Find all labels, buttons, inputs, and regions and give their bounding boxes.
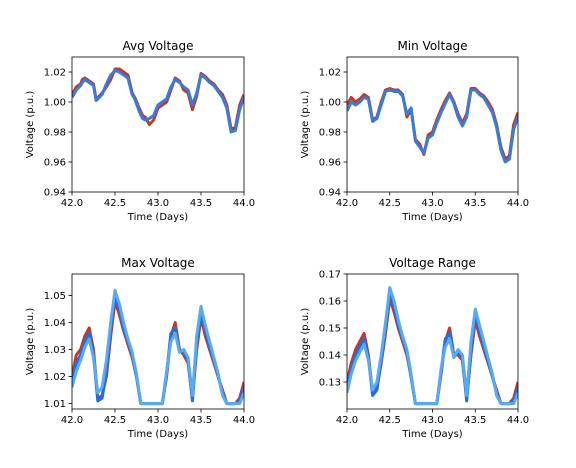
series-line-3	[347, 286, 518, 406]
y-tick-label: 1.02	[319, 68, 341, 79]
x-tick-label: 43.5	[190, 198, 212, 209]
x-tick-label: 43.0	[421, 198, 443, 209]
chart-title: Avg Voltage	[122, 39, 193, 53]
y-tick-label: 0.14	[319, 351, 341, 362]
y-axis-label: Voltage (p.u.)	[25, 308, 36, 376]
x-axis-label: Time (Days)	[401, 212, 463, 223]
y-tick-label: 1.02	[44, 68, 66, 79]
x-tick-label: 44.0	[507, 198, 529, 209]
x-axis-label: Time (Days)	[127, 429, 189, 440]
x-tick-label: 43.0	[421, 415, 443, 426]
x-tick-label: 44.0	[507, 415, 529, 426]
chart-panel-2: 42.0 42.5 43.0 43.5 44.0 0.94 0.96 0.98 1.00 1.02…	[300, 39, 529, 223]
chart-title: Max Voltage	[121, 256, 195, 270]
chart-title: Min Voltage	[397, 39, 467, 53]
chart-panel-3: 42.0 42.5 43.0 43.5 44.0 1.01 1.02 1.03 1.04 1.05…	[25, 256, 255, 440]
y-tick-label: 0.17	[319, 270, 341, 281]
x-tick-label: 43.0	[147, 415, 169, 426]
chart-title: Voltage Range	[389, 256, 476, 270]
x-tick-label: 42.0	[336, 198, 358, 209]
x-tick-label: 44.0	[233, 415, 255, 426]
y-tick-label: 0.98	[319, 128, 341, 139]
y-tick-label: 0.15	[319, 324, 341, 335]
x-tick-label: 42.5	[104, 198, 126, 209]
y-tick-label: 0.94	[44, 188, 66, 199]
x-tick-label: 44.0	[233, 198, 255, 209]
x-tick-label: 42.0	[61, 415, 83, 426]
y-tick-label: 1.00	[44, 98, 66, 109]
x-tick-label: 43.5	[464, 415, 486, 426]
y-tick-label: 0.16	[319, 297, 341, 308]
x-axis-label: Time (Days)	[127, 212, 189, 223]
x-tick-label: 42.0	[336, 415, 358, 426]
y-tick-label: 1.01	[44, 399, 66, 410]
y-tick-label: 0.94	[319, 188, 341, 199]
x-tick-label: 42.5	[379, 415, 401, 426]
series-line-2	[347, 88, 518, 164]
y-tick-label: 0.96	[319, 158, 341, 169]
y-tick-label: 0.13	[319, 378, 341, 389]
chart-panel-1: 42.0 42.5 43.0 43.5 44.0 0.94 0.96 0.98 1.00 1.02…	[25, 39, 255, 223]
series-line-3	[72, 288, 244, 406]
chart-panel-4: 42.0 42.5 43.0 43.5 44.0 0.13 0.14 0.15 0.16 0.17…	[300, 256, 529, 440]
y-tick-label: 0.98	[44, 128, 66, 139]
y-tick-label: 0.96	[44, 158, 66, 169]
series-line-2	[72, 69, 244, 134]
x-tick-label: 42.5	[379, 198, 401, 209]
y-tick-label: 1.02	[44, 372, 66, 383]
y-tick-label: 1.00	[319, 98, 341, 109]
y-tick-label: 1.04	[44, 318, 66, 329]
y-tick-label: 1.03	[44, 345, 66, 356]
x-tick-label: 43.0	[147, 198, 169, 209]
y-axis-label: Voltage (p.u.)	[300, 91, 311, 159]
x-tick-label: 43.5	[190, 415, 212, 426]
x-tick-label: 42.5	[104, 415, 126, 426]
x-tick-label: 43.5	[464, 198, 486, 209]
y-tick-label: 1.05	[44, 291, 66, 302]
y-axis-label: Voltage (p.u.)	[300, 308, 311, 376]
y-axis-label: Voltage (p.u.)	[25, 91, 36, 159]
x-axis-label: Time (Days)	[401, 429, 463, 440]
x-tick-label: 42.0	[61, 198, 83, 209]
